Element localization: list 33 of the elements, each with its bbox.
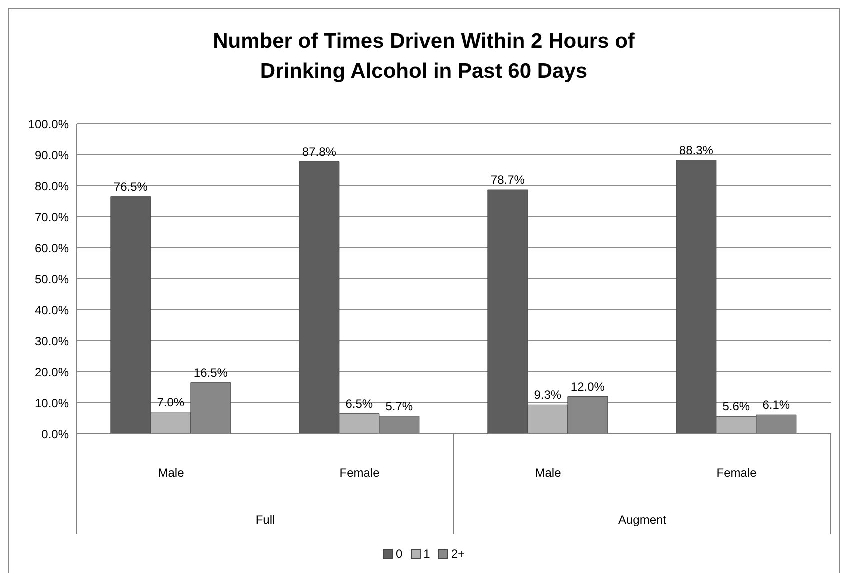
legend-label: 2+ [450,547,466,561]
y-tick-label: 70.0% [34,210,70,224]
y-tick-label: 0.0% [42,427,70,442]
data-label: 16.5% [194,366,228,380]
data-label: 88.3% [679,143,714,158]
y-tick-label: 30.0% [34,334,70,348]
data-label: 5.7% [386,399,414,414]
x-tick-label: Male [158,466,185,480]
text: Full [256,513,276,527]
chart-title: Number of Times Driven Within 2 Hours of Drinking Alcohol in Past 60 Days [212,29,636,85]
y-tick-label: 90.0% [34,148,70,162]
legend-label: 0 [394,547,403,561]
y-tick-label: 10.0% [34,396,70,410]
y-tick-label: 100.0% [28,117,70,132]
text: Augment [618,513,668,527]
data-label: 9.3% [534,388,562,402]
x-tick-label: Female [340,466,380,480]
data-label: 6.1% [762,398,790,412]
x-tick-label: Male [535,466,562,480]
data-label: 5.6% [722,400,750,414]
y-tick-label: 50.0% [34,272,70,286]
data-label: 7.0% [157,395,185,410]
data-label: 76.5% [114,180,148,194]
y-tick-label: 20.0% [34,365,70,380]
y-tick-label: 60.0% [34,241,70,256]
data-label: 87.8% [302,144,337,159]
x-tick-label: Female [716,466,758,480]
legend-label: 1 [422,547,430,561]
data-label: 6.5% [346,396,374,411]
y-tick-label: 40.0% [34,303,70,318]
data-label: 12.0% [570,380,606,394]
data-label: 78.7% [490,173,526,188]
y-tick-label: 80.0% [34,179,70,194]
